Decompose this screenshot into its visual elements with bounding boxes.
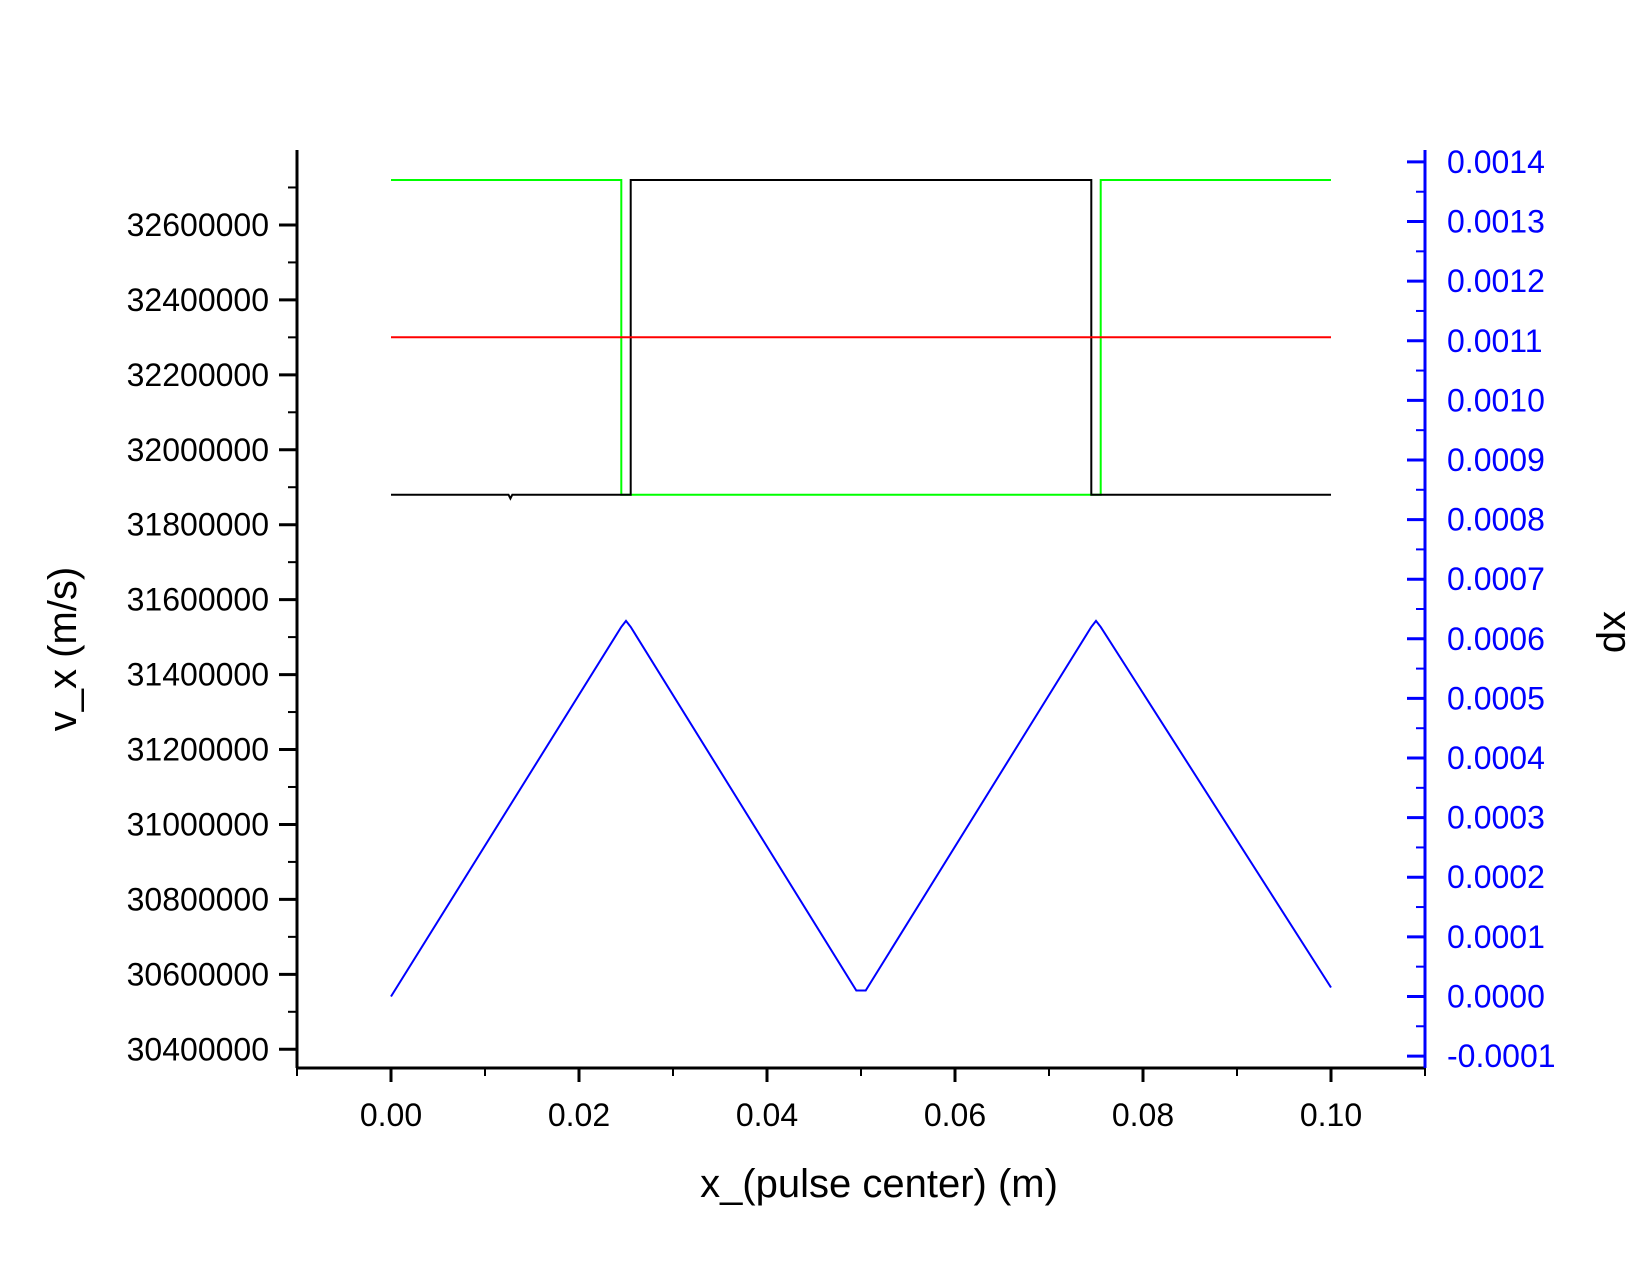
series-line-3	[390, 619, 1332, 998]
y2-tick-label: 0.0008	[1447, 502, 1545, 538]
y-tick-label: 30400000	[127, 1031, 269, 1067]
x-axis-title: x_(pulse center) (m)	[700, 1162, 1058, 1206]
y-tick-label: 31400000	[127, 657, 269, 693]
x-tick-label: 0.02	[548, 1097, 610, 1133]
y2-tick-label: 0.0007	[1447, 561, 1545, 597]
y2-tick-label: 0.0000	[1447, 978, 1545, 1014]
y-tick-label: 30600000	[127, 956, 269, 992]
x-tick-label: 0.04	[736, 1097, 798, 1133]
y2-tick-label: 0.0004	[1447, 740, 1545, 776]
y-tick-label: 31600000	[127, 582, 269, 618]
y-tick-label: 30800000	[127, 881, 269, 917]
y2-tick-label: 0.0012	[1447, 263, 1545, 299]
y2-tick-label: 0.0002	[1447, 859, 1545, 895]
x-tick-label: 0.08	[1112, 1097, 1174, 1133]
x-tick-label: 0.00	[360, 1097, 422, 1133]
y2-tick-label: 0.0013	[1447, 204, 1545, 240]
series-line-0	[391, 179, 1331, 496]
y2-tick-label: -0.0001	[1447, 1038, 1556, 1074]
series-line-1	[391, 179, 1331, 501]
y2-tick-label: 0.0009	[1447, 442, 1545, 478]
series-layer	[390, 179, 1332, 998]
y-tick-label: 32600000	[127, 207, 269, 243]
y-tick-label: 31200000	[127, 732, 269, 768]
y-tick-label: 32000000	[127, 432, 269, 468]
y2-tick-label: 0.0001	[1447, 919, 1545, 955]
x-tick-label: 0.06	[924, 1097, 986, 1133]
x-tick-label: 0.10	[1300, 1097, 1362, 1133]
y-tick-label: 32200000	[127, 357, 269, 393]
y2-tick-label: 0.0014	[1447, 144, 1545, 180]
y-axis-title: v_x (m/s)	[41, 567, 85, 731]
y2-tick-label: 0.0003	[1447, 800, 1545, 836]
y2-tick-label: 0.0005	[1447, 680, 1545, 716]
y2-axis-title: dx	[1590, 611, 1634, 653]
y-tick-label: 31000000	[127, 806, 269, 842]
y2-tick-label: 0.0011	[1447, 323, 1543, 359]
axes-layer: 0.00 0.02 0.04 0.06 0.08 0.10 30400000 30600000…	[127, 144, 1556, 1133]
y2-tick-label: 0.0006	[1447, 621, 1545, 657]
y-tick-label: 31800000	[127, 507, 269, 543]
y-tick-label: 32400000	[127, 282, 269, 318]
y2-tick-label: 0.0010	[1447, 382, 1545, 418]
